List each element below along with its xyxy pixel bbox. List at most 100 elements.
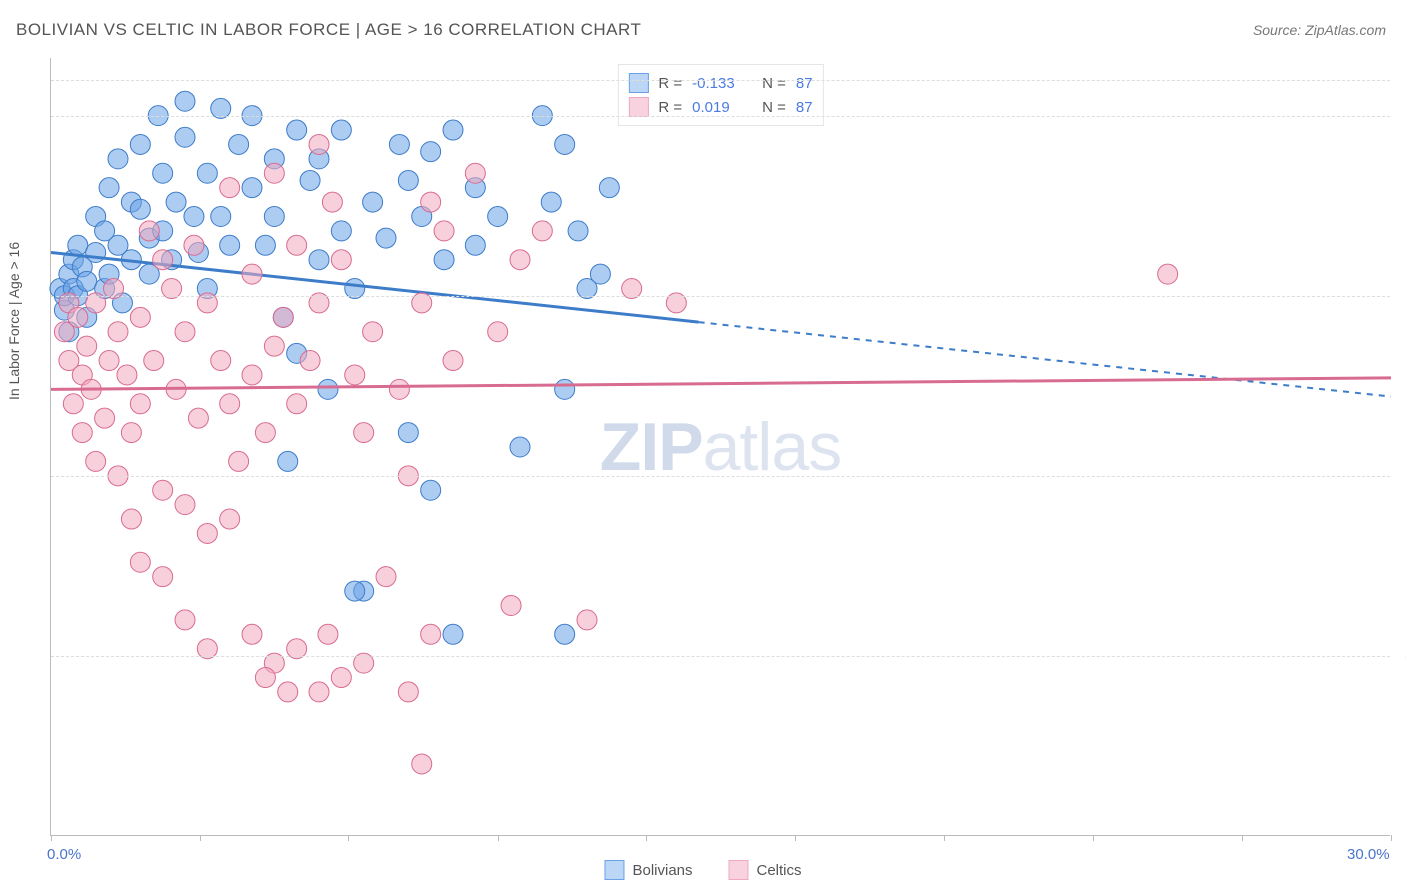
data-point bbox=[72, 423, 92, 443]
data-point bbox=[197, 163, 217, 183]
data-point bbox=[541, 192, 561, 212]
data-point bbox=[153, 567, 173, 587]
data-point bbox=[568, 221, 588, 241]
data-point bbox=[242, 365, 262, 385]
data-point bbox=[488, 206, 508, 226]
data-point bbox=[488, 322, 508, 342]
data-point bbox=[278, 682, 298, 702]
data-point bbox=[421, 142, 441, 162]
data-point bbox=[197, 523, 217, 543]
data-point bbox=[443, 351, 463, 371]
data-point bbox=[144, 351, 164, 371]
plot-area: ZIPatlas R =-0.133N =87R = 0.019N =87 0.… bbox=[50, 58, 1390, 836]
data-point bbox=[153, 163, 173, 183]
data-point bbox=[434, 250, 454, 270]
legend-r-label: R = bbox=[658, 75, 682, 92]
data-point bbox=[421, 624, 441, 644]
data-point bbox=[68, 235, 88, 255]
data-point bbox=[300, 170, 320, 190]
data-point bbox=[175, 610, 195, 630]
source-label: Source: ZipAtlas.com bbox=[1253, 22, 1386, 38]
data-point bbox=[229, 451, 249, 471]
data-point bbox=[264, 336, 284, 356]
data-point bbox=[376, 228, 396, 248]
x-tick bbox=[646, 835, 647, 841]
data-point bbox=[421, 480, 441, 500]
x-tick bbox=[51, 835, 52, 841]
data-point bbox=[443, 624, 463, 644]
data-point bbox=[465, 235, 485, 255]
data-point bbox=[130, 552, 150, 572]
gridline-h bbox=[51, 476, 1390, 477]
legend-r-label: R = bbox=[658, 99, 682, 116]
data-point bbox=[398, 170, 418, 190]
data-point bbox=[153, 480, 173, 500]
data-point bbox=[398, 423, 418, 443]
data-point bbox=[421, 192, 441, 212]
data-point bbox=[376, 567, 396, 587]
data-point bbox=[255, 235, 275, 255]
data-point bbox=[264, 206, 284, 226]
data-point bbox=[175, 91, 195, 111]
data-point bbox=[86, 451, 106, 471]
data-point bbox=[130, 134, 150, 154]
legend-n-label: N = bbox=[762, 99, 786, 116]
trend-line-dashed bbox=[699, 322, 1391, 396]
x-tick bbox=[348, 835, 349, 841]
legend-swatch bbox=[604, 860, 624, 880]
x-tick bbox=[498, 835, 499, 841]
data-point bbox=[278, 451, 298, 471]
data-point bbox=[331, 221, 351, 241]
data-point bbox=[175, 495, 195, 515]
data-point bbox=[175, 322, 195, 342]
data-point bbox=[443, 120, 463, 140]
data-point bbox=[188, 408, 208, 428]
data-point bbox=[309, 134, 329, 154]
data-point bbox=[242, 178, 262, 198]
x-tick bbox=[1242, 835, 1243, 841]
data-point bbox=[121, 423, 141, 443]
data-point bbox=[121, 509, 141, 529]
data-point bbox=[99, 351, 119, 371]
data-point bbox=[412, 754, 432, 774]
gridline-h bbox=[51, 116, 1390, 117]
gridline-h bbox=[51, 80, 1390, 81]
data-point bbox=[555, 134, 575, 154]
data-point bbox=[287, 235, 307, 255]
data-point bbox=[318, 379, 338, 399]
data-point bbox=[63, 394, 83, 414]
legend-item: Celtics bbox=[729, 860, 802, 880]
data-point bbox=[166, 192, 186, 212]
data-point bbox=[389, 134, 409, 154]
data-point bbox=[322, 192, 342, 212]
x-tick bbox=[944, 835, 945, 841]
legend-row: R =-0.133N =87 bbox=[628, 71, 812, 95]
data-point bbox=[117, 365, 137, 385]
data-point bbox=[130, 394, 150, 414]
data-point bbox=[354, 423, 374, 443]
legend-n-value: 87 bbox=[796, 99, 813, 116]
data-point bbox=[577, 610, 597, 630]
x-tick bbox=[200, 835, 201, 841]
data-point bbox=[229, 134, 249, 154]
data-point bbox=[220, 509, 240, 529]
data-point bbox=[599, 178, 619, 198]
data-point bbox=[130, 307, 150, 327]
data-point bbox=[130, 199, 150, 219]
data-point bbox=[389, 379, 409, 399]
data-point bbox=[434, 221, 454, 241]
data-point bbox=[255, 423, 275, 443]
legend-series: Bolivians Celtics bbox=[604, 860, 801, 880]
legend-swatch bbox=[628, 97, 648, 117]
data-point bbox=[95, 408, 115, 428]
legend-label: Celtics bbox=[757, 862, 802, 879]
data-point bbox=[318, 624, 338, 644]
data-point bbox=[108, 322, 128, 342]
legend-correlation: R =-0.133N =87R = 0.019N =87 bbox=[617, 64, 823, 126]
data-point bbox=[510, 250, 530, 270]
legend-item: Bolivians bbox=[604, 860, 692, 880]
legend-swatch bbox=[729, 860, 749, 880]
data-point bbox=[153, 250, 173, 270]
data-point bbox=[331, 250, 351, 270]
data-point bbox=[555, 624, 575, 644]
